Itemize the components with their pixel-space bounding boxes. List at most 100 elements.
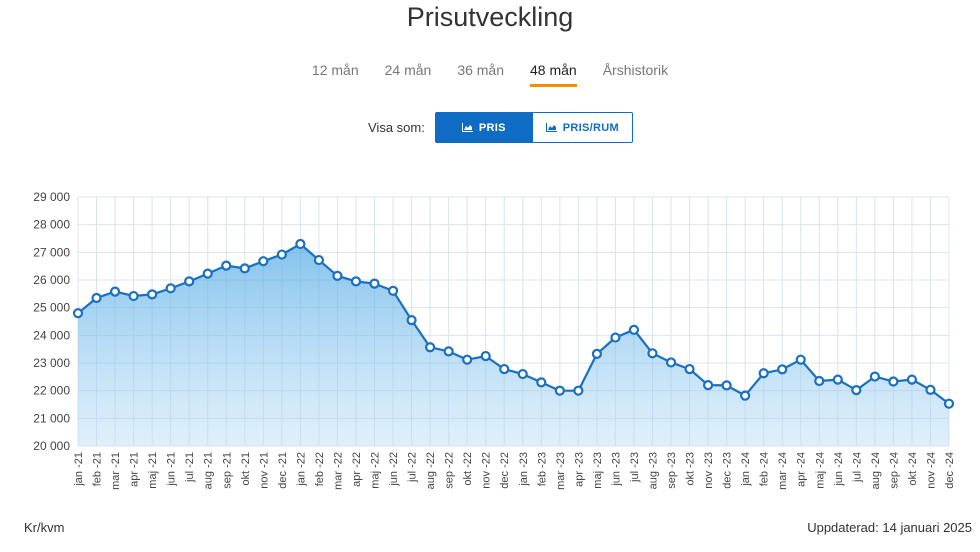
data-points [72,238,955,409]
data-point[interactable] [184,276,195,287]
x-tick-label: jan -22 [295,452,307,487]
x-tick-label: mar -22 [332,452,344,490]
x-tick-label: sep -24 [888,452,900,489]
data-point[interactable] [906,374,918,385]
data-point[interactable] [943,398,955,409]
data-point[interactable] [573,385,584,396]
view-pris-button[interactable]: PRIS [434,112,533,143]
view-pris-rum-button[interactable]: PRIS/RUM [532,112,633,143]
x-tick-label: jan -21 [73,452,85,487]
data-point[interactable] [128,290,139,302]
y-tick-label: 24 000 [33,328,70,342]
data-point[interactable] [647,348,658,359]
x-tick-label: nov -24 [925,452,937,489]
data-point[interactable] [554,385,565,396]
data-point[interactable] [888,376,899,387]
x-tick-label: sep -21 [221,452,233,489]
x-tick-label: sep -22 [444,452,456,489]
data-point[interactable] [295,238,306,250]
y-tick-label: 26 000 [33,273,70,287]
x-tick-label: jul -21 [184,452,196,483]
x-tick-label: okt -22 [462,452,474,486]
data-point[interactable] [258,256,269,267]
x-tick-label: dec -22 [499,452,511,489]
data-point[interactable] [443,346,454,357]
data-point[interactable] [165,283,176,294]
data-point[interactable] [869,371,880,382]
data-point[interactable] [740,390,751,401]
x-tick-label: nov -23 [703,452,715,489]
x-tick-label: mar -24 [777,452,789,490]
data-point[interactable] [462,354,473,365]
data-point[interactable] [536,377,547,388]
data-point[interactable] [369,278,380,289]
view-pris-label: PRIS [478,121,506,134]
data-point[interactable] [147,289,158,300]
unit-label: Kr/kvm [24,520,65,535]
y-tick-label: 25 000 [33,301,70,315]
y-tick-label: 22 000 [33,384,70,398]
x-tick-label: apr -23 [573,452,585,487]
x-tick-label: jul -23 [629,452,641,483]
data-point[interactable] [91,292,102,304]
tab-36-man[interactable]: 36 mån [457,62,505,78]
x-tick-label: okt -24 [907,452,919,486]
x-tick-label: mar -21 [110,452,122,490]
data-point[interactable] [276,249,287,260]
data-point[interactable] [517,368,528,380]
data-point[interactable] [387,285,399,296]
x-tick-label: nov -21 [258,452,270,489]
data-point[interactable] [721,380,732,391]
data-point[interactable] [628,324,640,335]
x-tick-label: maj -24 [814,452,826,489]
data-point[interactable] [202,268,213,279]
area-chart-icon [461,123,473,132]
x-tick-label: aug -24 [870,452,882,489]
data-point[interactable] [814,375,825,387]
data-point[interactable] [758,368,769,379]
data-point[interactable] [665,357,677,368]
data-point[interactable] [499,363,510,375]
x-tick-label: feb -22 [314,452,326,486]
data-point[interactable] [313,254,325,266]
y-tick-label: 23 000 [33,356,70,370]
data-point[interactable] [591,348,602,359]
data-point[interactable] [221,260,232,271]
tab-48-man[interactable]: 48 mån [530,62,577,87]
data-point[interactable] [350,276,362,287]
x-tick-label: jul -22 [407,452,419,483]
x-tick-label: jun -22 [388,452,400,487]
x-tick-label: maj -23 [592,452,604,489]
data-point[interactable] [239,263,250,274]
x-tick-label: nov -22 [481,452,493,489]
x-tick-label: maj -22 [370,452,382,489]
data-point[interactable] [832,374,843,385]
x-tick-label: dec -23 [722,452,734,489]
x-tick-label: dec -21 [277,452,289,489]
x-tick-label: mar -23 [555,452,567,490]
data-point[interactable] [795,354,806,365]
data-point[interactable] [702,380,714,391]
data-point[interactable] [332,270,343,281]
x-tick-label: maj -21 [147,452,159,489]
data-point[interactable] [425,342,436,353]
x-tick-label: aug -21 [203,452,215,489]
data-point[interactable] [72,308,84,319]
data-point[interactable] [610,332,621,343]
x-tick-label: feb -21 [92,452,104,486]
data-point[interactable] [851,385,862,396]
data-point[interactable] [480,350,491,362]
view-label: Visa som: [368,120,425,135]
x-tick-label: okt -23 [685,452,697,486]
x-tick-label: jun -23 [610,452,622,487]
data-point[interactable] [684,363,695,375]
tab-24-man[interactable]: 24 mån [384,62,432,78]
tab-arshistorik[interactable]: Årshistorik [602,62,669,78]
data-point[interactable] [777,364,788,375]
data-point[interactable] [925,384,936,395]
tab-12-man[interactable]: 12 mån [311,62,359,78]
x-tick-label: feb -24 [759,452,771,486]
data-point[interactable] [406,315,417,326]
y-tick-label: 29 000 [33,190,70,204]
data-point[interactable] [109,286,121,297]
